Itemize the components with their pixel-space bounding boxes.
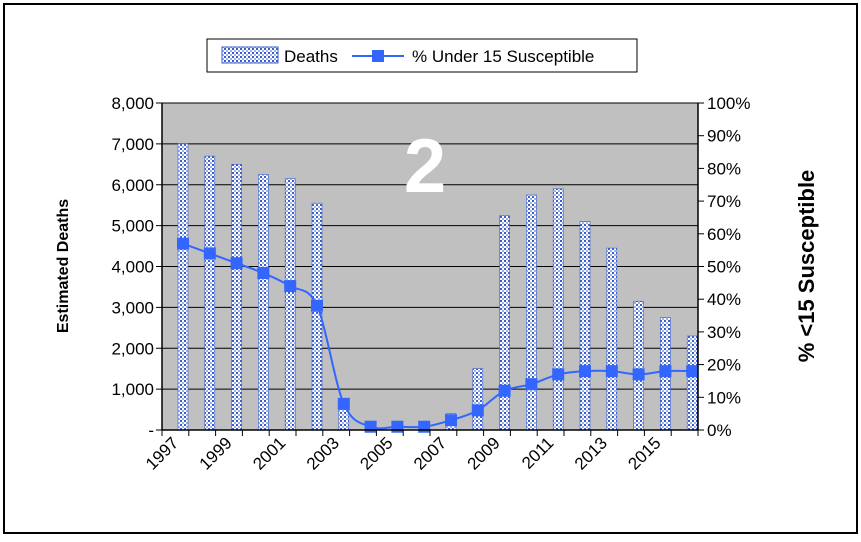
- y2-tick-label: 0%: [707, 421, 732, 440]
- y2-tick-label: 40%: [707, 290, 741, 309]
- chart-annotation: 2: [404, 124, 446, 209]
- bar-2008: [472, 368, 484, 431]
- point-2004: [364, 420, 377, 433]
- y2-tick-label: 70%: [707, 192, 741, 211]
- point-2011: [552, 368, 565, 381]
- point-2012: [579, 365, 591, 378]
- y-tick-label: 6,000: [111, 176, 154, 195]
- right-axis-ticks: 0% 10% 20% 30% 40% 50% 60% 70% 80% 90% 100%: [698, 94, 750, 440]
- y2-tick-label: 20%: [707, 356, 741, 375]
- point-2015: [659, 365, 672, 378]
- y2-tick-label: 10%: [707, 388, 741, 407]
- y-tick-label: 3,000: [111, 298, 154, 317]
- point-2009: [498, 384, 511, 397]
- y-tick-label: -: [148, 421, 154, 440]
- bar-2013: [606, 247, 618, 431]
- bar-2009: [499, 215, 510, 431]
- y2-tick-label: 50%: [707, 258, 741, 277]
- point-2010: [525, 378, 538, 391]
- y-tick-label: 8,000: [111, 94, 154, 113]
- bar-1998: [204, 155, 216, 431]
- y-tick-label: 7,000: [111, 135, 154, 154]
- y-tick-label: 4,000: [111, 258, 154, 277]
- bar-2011: [552, 188, 564, 431]
- bar-series-deaths: [177, 143, 698, 431]
- bar-2010: [526, 194, 537, 431]
- legend-box: [206, 38, 638, 73]
- bar-2016: [686, 335, 698, 431]
- y-axis-label: Estimated Deaths: [55, 199, 72, 333]
- point-2016: [686, 365, 699, 378]
- point-2001: [284, 280, 297, 293]
- y-tick-label: 2,000: [111, 339, 154, 358]
- bar-2012: [579, 221, 591, 431]
- point-2014: [632, 368, 645, 381]
- point-2003: [337, 397, 350, 410]
- point-2008: [471, 404, 484, 417]
- point-2006: [418, 420, 431, 433]
- bar-2001: [284, 178, 296, 431]
- legend-label-deaths: Deaths: [284, 47, 338, 66]
- point-1998: [203, 247, 216, 260]
- y2-tick-label: 80%: [707, 159, 741, 178]
- legend: Deaths % Under 15 Susceptible: [206, 38, 638, 73]
- bar-2000: [258, 174, 269, 431]
- point-2005: [391, 420, 404, 433]
- y2-tick-label: 100%: [707, 94, 750, 113]
- y2-tick-label: 90%: [707, 127, 741, 146]
- legend-label-susceptible: % Under 15 Susceptible: [412, 47, 594, 66]
- legend-marker: [372, 50, 384, 62]
- y-tick-label: 1,000: [111, 380, 154, 399]
- point-2013: [605, 365, 618, 378]
- point-1997: [177, 237, 189, 250]
- y-tick-label: 5,000: [111, 217, 154, 236]
- y2-tick-label: 60%: [707, 225, 741, 244]
- left-axis-ticks: - 1,000 2,000 3,000 4,000 5,000 6,000 7,000 8,00…: [111, 94, 162, 440]
- legend-swatch-deaths: [221, 46, 279, 64]
- bar-1999: [231, 164, 242, 431]
- point-2000: [257, 267, 270, 280]
- y2-tick-label: 30%: [707, 323, 741, 342]
- bar-2014: [633, 300, 644, 431]
- y2-axis-label: % <15 Susceptible: [794, 170, 819, 363]
- point-2002: [311, 299, 323, 312]
- point-1999: [230, 257, 243, 270]
- point-2007: [445, 414, 457, 427]
- bar-1997: [177, 143, 189, 431]
